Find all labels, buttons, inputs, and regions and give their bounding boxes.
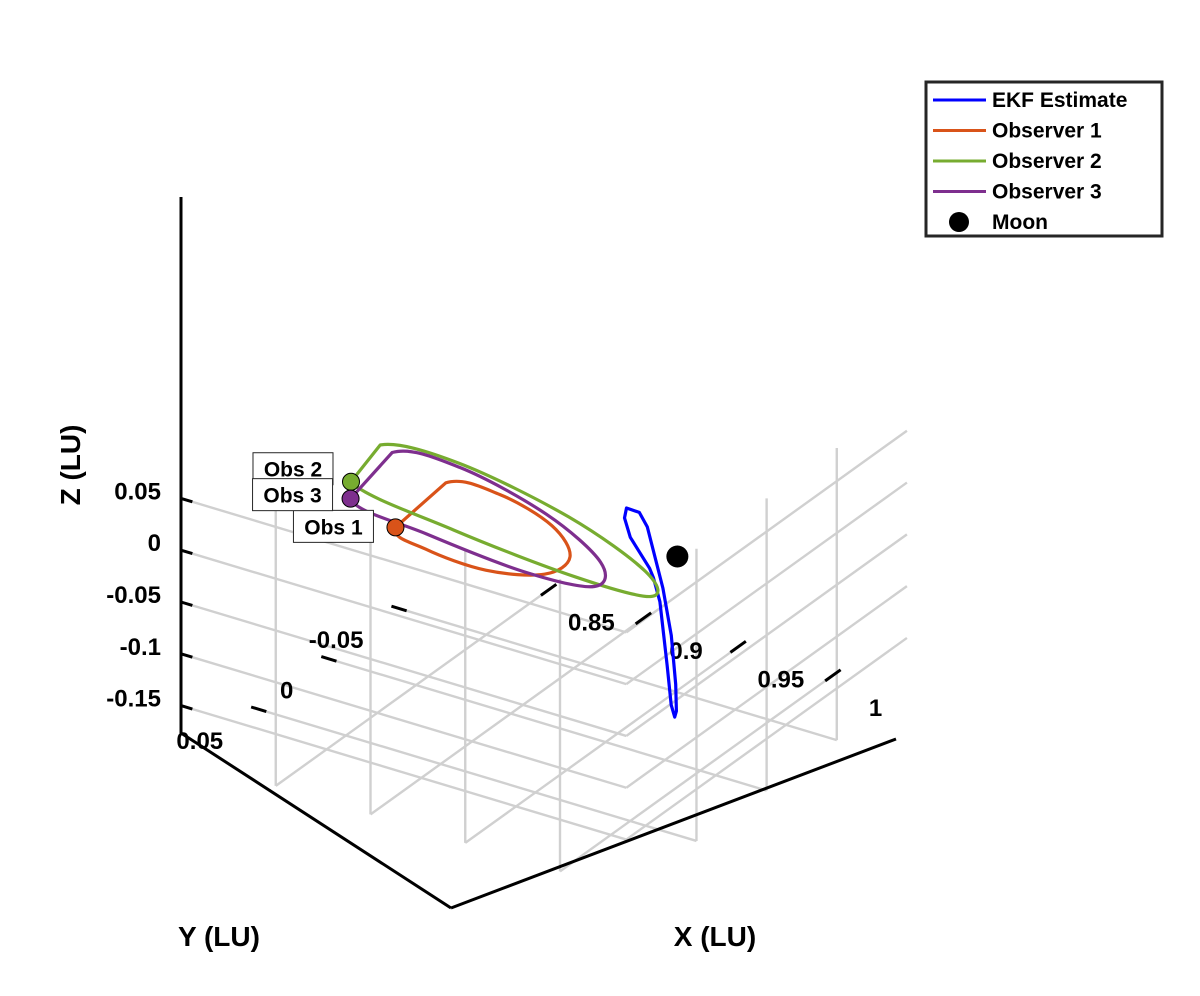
z-tick-mark <box>180 704 193 711</box>
z-tick-label: 0.05 <box>114 478 161 505</box>
legend-label-observer-1: Observer 1 <box>992 120 1102 143</box>
grid-line-z-back <box>180 600 627 738</box>
grid-line-z-side <box>625 429 908 634</box>
obs-2-marker <box>341 472 360 491</box>
obs-3-tag-label: Obs 3 <box>263 485 321 508</box>
y-tick-mark <box>320 655 337 663</box>
x-tick-label: 0.95 <box>757 666 804 693</box>
y-axis-line <box>180 731 452 910</box>
y-tick-label: -0.05 <box>309 627 364 654</box>
legend-box <box>924 80 1164 238</box>
grid-line-z-side <box>625 533 908 737</box>
observer-3-line <box>349 449 608 589</box>
z-tick-label: -0.15 <box>106 686 161 713</box>
grid-line-z-side <box>625 636 908 841</box>
moon-marker <box>666 545 689 568</box>
obs-2-tag-label: Obs 2 <box>264 459 322 482</box>
y-axis-label: Y (LU) <box>178 921 260 952</box>
x-tick-label: 1 <box>869 695 882 722</box>
grid-line-z-back <box>180 652 627 789</box>
y-tick-mark <box>250 705 267 713</box>
x-tick-mark <box>540 583 558 597</box>
x-tick-mark <box>729 640 747 654</box>
grid-line-y-floor <box>320 655 767 792</box>
legend: EKF Estimate Observer 1 Observer 2 Observer… <box>924 80 1164 238</box>
x-tick-mark <box>634 611 652 626</box>
grid-line-y-floor <box>250 705 697 843</box>
observer-2-line <box>349 442 660 599</box>
z-tick-mark <box>180 600 193 607</box>
ekf-estimate-line <box>622 506 678 719</box>
markers: Obs 1 Obs 2 Obs 3 <box>252 452 689 568</box>
grid-lines <box>180 429 908 873</box>
x-tick-label: 0.85 <box>568 609 615 636</box>
legend-swatch-moon <box>949 212 969 232</box>
x-axis-line <box>450 737 897 910</box>
grid-line-z-back <box>180 497 627 634</box>
y-tick-label: 0.05 <box>176 728 223 755</box>
obs-3-tag-box <box>252 478 334 512</box>
obs-1-marker <box>386 518 405 537</box>
axes <box>179 197 897 910</box>
z-tick-mark <box>180 652 193 659</box>
series-lines <box>349 442 678 719</box>
obs-3-marker <box>341 489 360 508</box>
grid-line-z-back <box>180 549 627 686</box>
y-tick-label: 0 <box>280 678 293 705</box>
z-axis-label: Z (LU) <box>55 425 86 506</box>
z-tick-label: -0.1 <box>120 634 161 661</box>
grid-line-z-side <box>625 585 908 789</box>
legend-label-observer-2: Observer 2 <box>992 150 1102 173</box>
z-tick-mark <box>180 496 193 504</box>
z-tick-label: -0.05 <box>106 582 161 609</box>
obs-1-tag-box <box>292 509 374 543</box>
observer-1-line <box>393 479 572 577</box>
z-tick-mark <box>180 548 193 556</box>
grid-line-z-back <box>180 704 627 841</box>
obs-1-tag-label: Obs 1 <box>304 516 363 539</box>
tick-marks <box>180 496 842 713</box>
legend-label-observer-3: Observer 3 <box>992 181 1102 204</box>
legend-label-moon: Moon <box>992 211 1048 234</box>
x-axis-label: X (LU) <box>674 921 756 952</box>
y-tick-mark <box>391 604 408 613</box>
z-tick-label: 0 <box>148 530 161 557</box>
x-tick-mark <box>824 668 842 683</box>
grid-line-y-floor <box>391 605 838 742</box>
legend-label-ekf-estimate: EKF Estimate <box>992 89 1127 112</box>
